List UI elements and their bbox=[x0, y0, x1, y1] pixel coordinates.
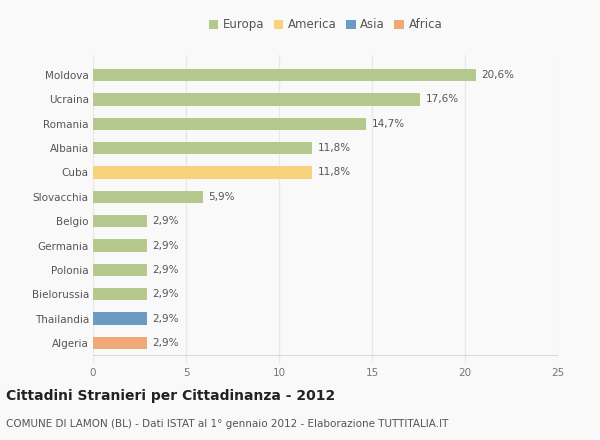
Bar bbox=[93, 117, 367, 130]
Bar bbox=[93, 337, 147, 349]
Text: 17,6%: 17,6% bbox=[426, 95, 459, 104]
Text: 2,9%: 2,9% bbox=[152, 241, 179, 250]
Text: 2,9%: 2,9% bbox=[152, 338, 179, 348]
Bar bbox=[93, 215, 147, 227]
Bar bbox=[93, 93, 421, 106]
Text: 5,9%: 5,9% bbox=[208, 192, 235, 202]
Text: 2,9%: 2,9% bbox=[152, 314, 179, 323]
Text: Cittadini Stranieri per Cittadinanza - 2012: Cittadini Stranieri per Cittadinanza - 2… bbox=[6, 389, 335, 403]
Bar bbox=[93, 191, 203, 203]
Bar bbox=[93, 239, 147, 252]
Text: 2,9%: 2,9% bbox=[152, 265, 179, 275]
Bar bbox=[93, 264, 147, 276]
Text: 2,9%: 2,9% bbox=[152, 289, 179, 299]
Text: COMUNE DI LAMON (BL) - Dati ISTAT al 1° gennaio 2012 - Elaborazione TUTTITALIA.I: COMUNE DI LAMON (BL) - Dati ISTAT al 1° … bbox=[6, 419, 448, 429]
Bar bbox=[93, 312, 147, 325]
Bar bbox=[93, 142, 313, 154]
Text: 11,8%: 11,8% bbox=[318, 168, 351, 177]
Bar bbox=[93, 166, 313, 179]
Text: 11,8%: 11,8% bbox=[318, 143, 351, 153]
Text: 20,6%: 20,6% bbox=[482, 70, 515, 80]
Text: 2,9%: 2,9% bbox=[152, 216, 179, 226]
Legend: Europa, America, Asia, Africa: Europa, America, Asia, Africa bbox=[205, 15, 446, 35]
Bar bbox=[93, 69, 476, 81]
Text: 14,7%: 14,7% bbox=[372, 119, 405, 129]
Bar bbox=[93, 288, 147, 301]
